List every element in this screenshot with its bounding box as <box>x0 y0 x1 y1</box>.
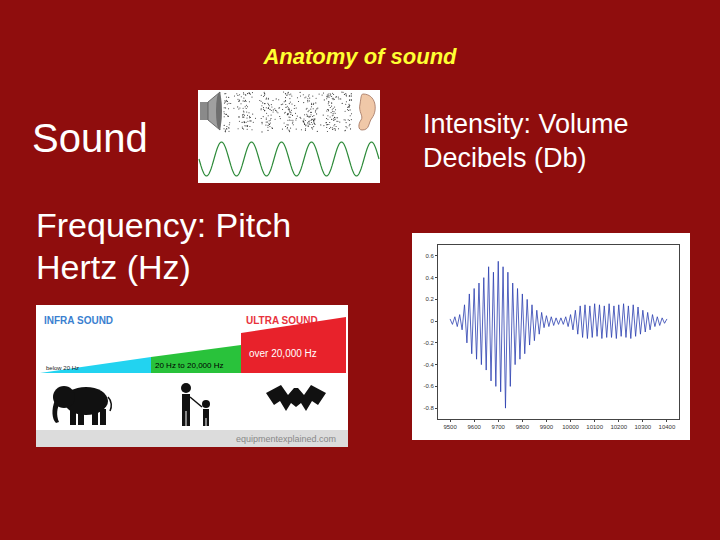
svg-text:-0.2: -0.2 <box>423 340 434 346</box>
svg-text:over 20,000 Hz: over 20,000 Hz <box>249 348 317 359</box>
svg-text:9800: 9800 <box>516 424 530 430</box>
svg-text:10100: 10100 <box>586 424 603 430</box>
svg-text:0: 0 <box>430 318 434 324</box>
svg-text:below 20 Hz: below 20 Hz <box>46 365 79 371</box>
svg-text:0.6: 0.6 <box>425 253 434 259</box>
svg-text:9600: 9600 <box>467 424 481 430</box>
html-text:Decibels (Db): Decibels (Db) <box>423 143 587 173</box>
svg-text:-0.4: -0.4 <box>423 362 434 368</box>
svg-text:10300: 10300 <box>635 424 652 430</box>
svg-text:9700: 9700 <box>492 424 506 430</box>
svg-text:0.4: 0.4 <box>425 275 434 281</box>
svg-text:20 Hz to 20,000 Hz: 20 Hz to 20,000 Hz <box>155 361 223 370</box>
svg-text:0.2: 0.2 <box>425 296 434 302</box>
svg-text:10200: 10200 <box>610 424 627 430</box>
html-text:Hertz (Hz): Hertz (Hz) <box>36 248 191 286</box>
html-text:Sound: Sound <box>32 116 148 160</box>
svg-text:-0.6: -0.6 <box>423 383 434 389</box>
svg-text:INFRA SOUND: INFRA SOUND <box>44 315 113 326</box>
html-text:Intensity: Volume: Intensity: Volume <box>423 109 629 139</box>
svg-text:10000: 10000 <box>562 424 579 430</box>
html-text:Anatomy of sound: Anatomy of sound <box>263 44 457 69</box>
svg-text:10400: 10400 <box>659 424 676 430</box>
svg-text:-0.8: -0.8 <box>423 405 434 411</box>
svg-text:9900: 9900 <box>540 424 554 430</box>
svg-text:ULTRA SOUND: ULTRA SOUND <box>246 315 318 326</box>
svg-text:equipmentexplained.com: equipmentexplained.com <box>236 434 336 444</box>
svg-text:9500: 9500 <box>443 424 457 430</box>
html-text:Frequency: Pitch: Frequency: Pitch <box>36 206 292 244</box>
